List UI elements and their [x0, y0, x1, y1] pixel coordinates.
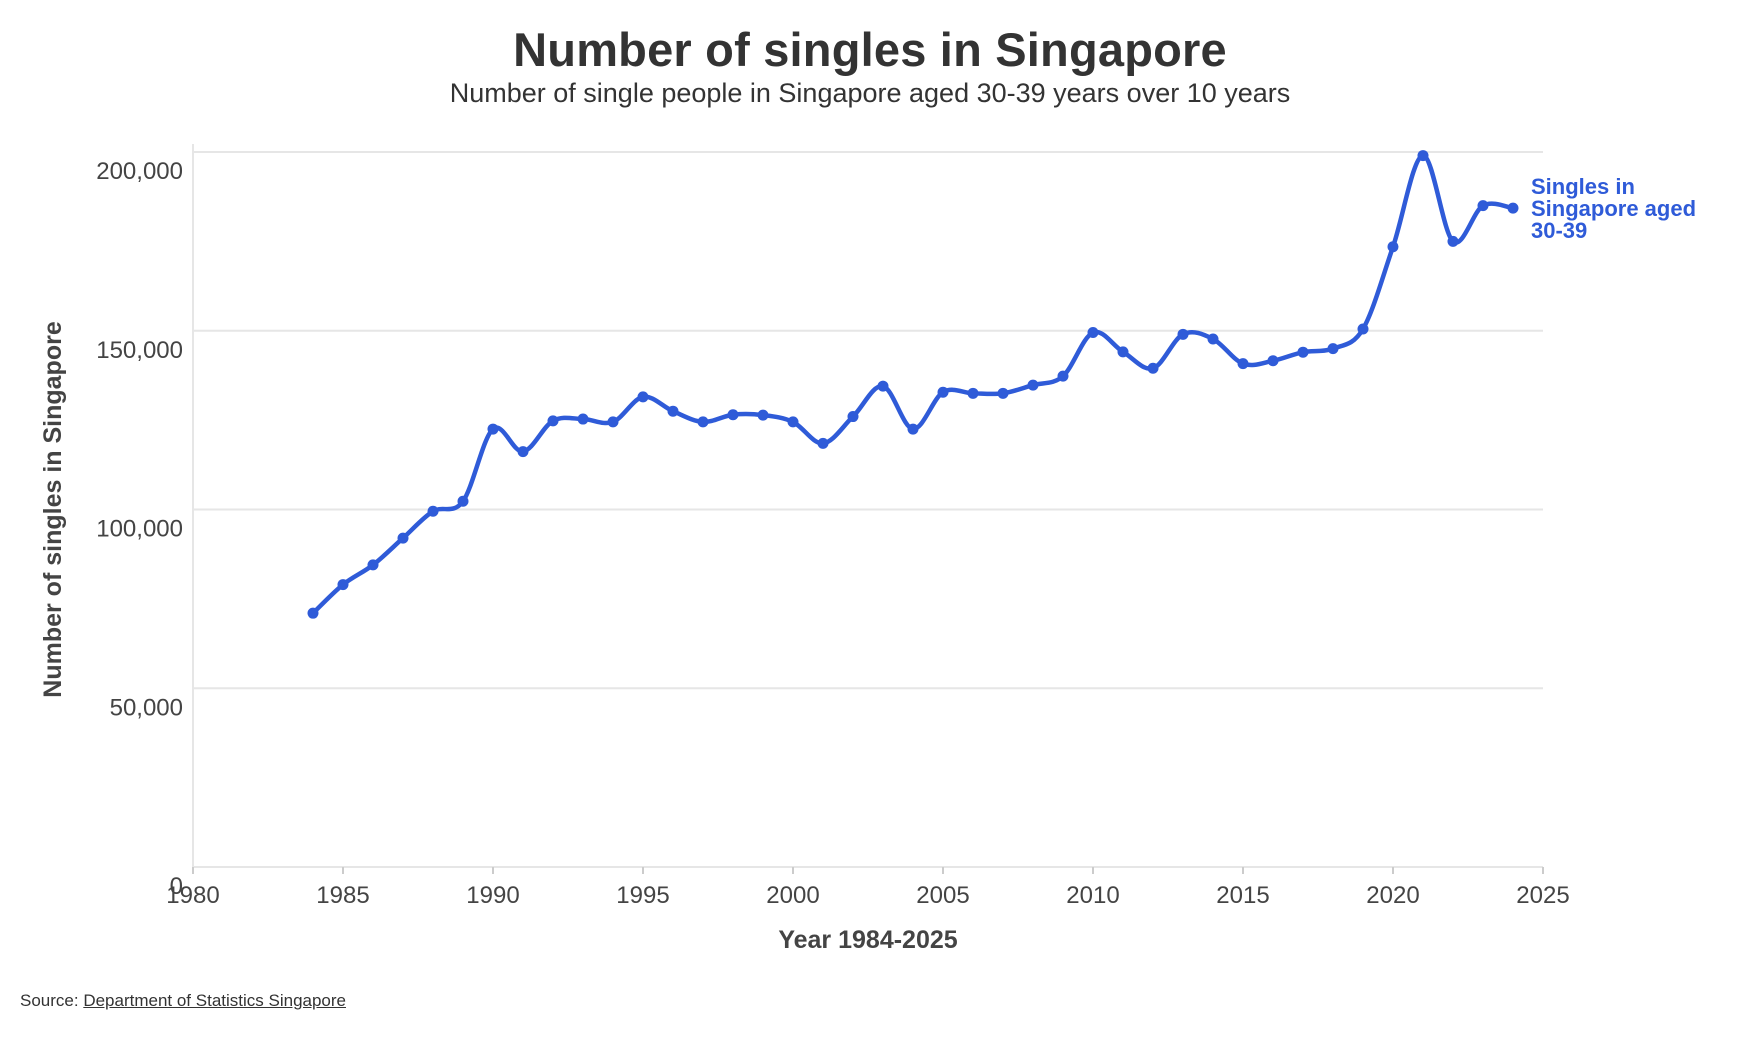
y-tick-label: 100,000 [96, 516, 183, 543]
data-point [1057, 370, 1069, 382]
data-point [727, 409, 739, 421]
data-point [307, 607, 319, 619]
data-point [1237, 358, 1249, 370]
data-point [1297, 346, 1309, 358]
source-prefix: Source: [20, 991, 84, 1010]
data-point [757, 409, 769, 421]
source-link[interactable]: Department of Statistics Singapore [83, 991, 346, 1010]
data-point [397, 532, 409, 544]
data-point [1087, 327, 1099, 339]
series-line [310, 153, 1516, 616]
data-point [697, 416, 709, 428]
data-point [1387, 241, 1399, 253]
data-point [907, 423, 919, 435]
chart-subtitle: Number of single people in Singapore age… [449, 78, 1291, 108]
data-point [1477, 200, 1489, 212]
data-point [937, 386, 949, 398]
x-tick-label: 2010 [1066, 882, 1119, 909]
series-label: Singles in Singapore aged 30-39 [1531, 174, 1696, 243]
y-tick-label: 0 [170, 873, 183, 900]
data-point [847, 411, 859, 423]
series-label-line: Singles in [1531, 174, 1635, 199]
source-note: Source: Department of Statistics Singapo… [20, 991, 346, 1011]
data-point [637, 391, 649, 403]
x-tick-label: 1980 [166, 882, 219, 909]
y-tick-label: 200,000 [96, 158, 183, 185]
y-axis-title: Number of singles in Singapore [39, 321, 67, 698]
x-axis-title: Year 1984-2025 [778, 926, 957, 954]
data-point [997, 387, 1009, 399]
x-tick-label: 1995 [616, 882, 669, 909]
data-point [1147, 362, 1159, 374]
data-point [787, 416, 799, 428]
data-point [1267, 355, 1279, 367]
y-tick-label: 150,000 [96, 337, 183, 364]
series-label-line: Singapore aged [1531, 196, 1696, 221]
data-point [1447, 235, 1459, 247]
data-point [547, 415, 559, 427]
series-label-line: 30-39 [1531, 218, 1587, 243]
data-point [577, 413, 589, 425]
data-point [427, 505, 439, 517]
data-point [1177, 328, 1189, 340]
data-point [667, 405, 679, 417]
x-tick-label: 2025 [1516, 882, 1569, 909]
data-point [1207, 333, 1219, 345]
x-tick-label: 2005 [916, 882, 969, 909]
data-point [517, 446, 529, 458]
x-tick-label: 2015 [1216, 882, 1269, 909]
data-point [1327, 343, 1339, 355]
x-tick-label: 2000 [766, 882, 819, 909]
x-tick-label: 1985 [316, 882, 369, 909]
data-point [367, 559, 379, 571]
x-tick-label: 2020 [1366, 882, 1419, 909]
data-point [1417, 150, 1429, 162]
data-point [1507, 202, 1519, 214]
y-tick-label: 50,000 [110, 694, 183, 721]
data-point [607, 416, 619, 428]
data-point [457, 495, 469, 507]
data-point [1117, 346, 1129, 358]
data-point [877, 380, 889, 392]
data-point [817, 437, 829, 449]
data-point [487, 423, 499, 435]
data-point [967, 387, 979, 399]
x-tick-label: 1990 [466, 882, 519, 909]
data-point [337, 579, 349, 591]
data-point [1027, 379, 1039, 391]
data-point [1357, 323, 1369, 335]
chart-title: Number of singles in Singapore [513, 23, 1227, 76]
